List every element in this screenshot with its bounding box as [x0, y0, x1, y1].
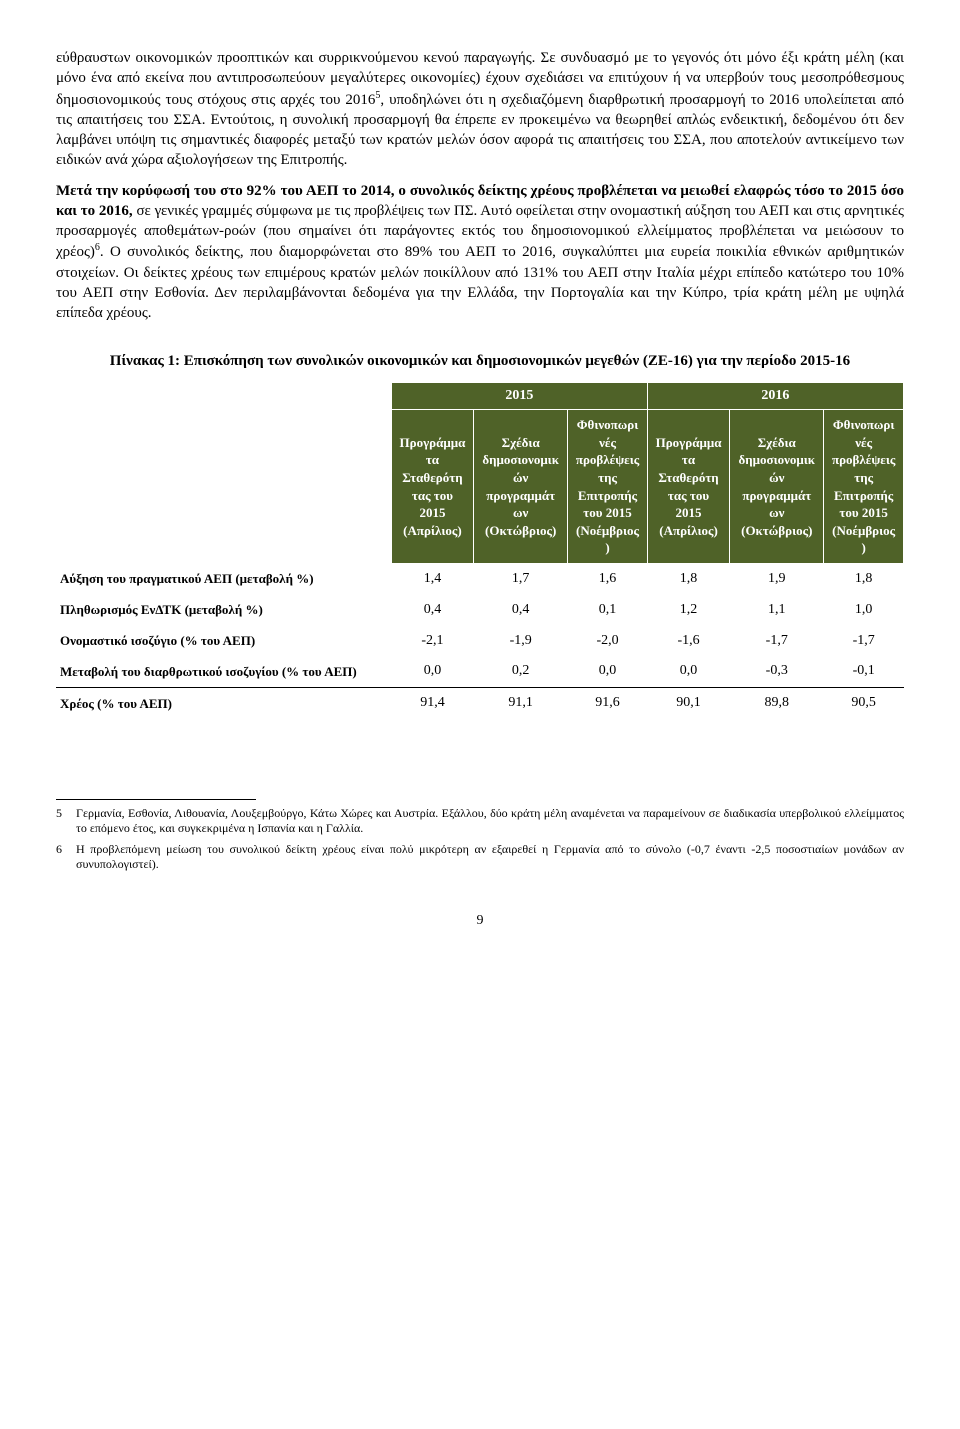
col-header-3: Φθινοπωρι νές προβλέψεις της Επιτροπής τ… — [568, 410, 648, 563]
cell: -1,9 — [474, 626, 568, 657]
col-header-6: Φθινοπωρι νές προβλέψεις της Επιτροπής τ… — [824, 410, 904, 563]
cell: 1,9 — [730, 563, 824, 594]
footnote-6-num: 6 — [56, 842, 76, 872]
cell: 0,4 — [391, 595, 473, 626]
cell: -2,1 — [391, 626, 473, 657]
paragraph-2: Μετά την κορύφωσή του στο 92% του ΑΕΠ το… — [56, 181, 904, 324]
footnote-5-text: Γερμανία, Εσθονία, Λιθουανία, Λουξεμβούρ… — [76, 806, 904, 836]
col-header-4: Προγράμμα τα Σταθερότη τας του 2015 (Απρ… — [647, 410, 729, 563]
footnote-6-text: Η προβλεπόμενη μείωση του συνολικού δείκ… — [76, 842, 904, 872]
col-header-2: Σχέδια δημοσιονομικ ών προγραμμάτ ων (Οκ… — [474, 410, 568, 563]
cell: -1,6 — [647, 626, 729, 657]
cell: 1,8 — [824, 563, 904, 594]
cell: 0,2 — [474, 656, 568, 687]
col-header-1: Προγράμμα τα Σταθερότη τας του 2015 (Απρ… — [391, 410, 473, 563]
data-table: 2015 2016 Προγράμμα τα Σταθερότη τας του… — [56, 382, 904, 720]
cell: 1,2 — [647, 595, 729, 626]
row-label-2: Πληθωρισμός ΕνΔΤΚ (μεταβολή %) — [56, 595, 391, 626]
cell: 1,4 — [391, 563, 473, 594]
cell: 89,8 — [730, 688, 824, 719]
cell: -2,0 — [568, 626, 648, 657]
row-label-3: Ονομαστικό ισοζύγιο (% του ΑΕΠ) — [56, 626, 391, 657]
cell: 90,5 — [824, 688, 904, 719]
cell: 1,7 — [474, 563, 568, 594]
cell: -1,7 — [824, 626, 904, 657]
col-header-5: Σχέδια δημοσιονομικ ών προγραμμάτ ων (Οκ… — [730, 410, 824, 563]
cell: 91,1 — [474, 688, 568, 719]
table-row: Χρέος (% του ΑΕΠ) 91,4 91,1 91,6 90,1 89… — [56, 688, 904, 719]
row-label-1: Αύξηση του πραγματικού ΑΕΠ (μεταβολή %) — [56, 563, 391, 594]
cell: 1,6 — [568, 563, 648, 594]
cell: 0,0 — [391, 656, 473, 687]
cell: 0,0 — [647, 656, 729, 687]
row-label-5: Χρέος (% του ΑΕΠ) — [56, 688, 391, 719]
page-number: 9 — [56, 912, 904, 931]
cell: 0,4 — [474, 595, 568, 626]
table-title: Πίνακας 1: Επισκόπηση των συνολικών οικο… — [56, 351, 904, 371]
footnote-6: 6 Η προβλεπόμενη μείωση του συνολικού δε… — [56, 842, 904, 872]
cell: -1,7 — [730, 626, 824, 657]
footnote-5-num: 5 — [56, 806, 76, 836]
cell: -0,1 — [824, 656, 904, 687]
table-row: Ονομαστικό ισοζύγιο (% του ΑΕΠ) -2,1 -1,… — [56, 626, 904, 657]
table-row: Μεταβολή του διαρθρωτικού ισοζυγίου (% τ… — [56, 656, 904, 687]
cell: 1,8 — [647, 563, 729, 594]
cell: 0,1 — [568, 595, 648, 626]
year-2015-header: 2015 — [391, 382, 647, 410]
cell: 1,1 — [730, 595, 824, 626]
para2-text-b: . Ο συνολικός δείκτης, που διαμορφώνεται… — [56, 244, 904, 321]
table-corner-blank — [56, 382, 391, 563]
paragraph-1: εύθραυστων οικονομικών προοπτικών και συ… — [56, 48, 904, 171]
row-label-4: Μεταβολή του διαρθρωτικού ισοζυγίου (% τ… — [56, 656, 391, 687]
footnote-5: 5 Γερμανία, Εσθονία, Λιθουανία, Λουξεμβο… — [56, 806, 904, 836]
cell: 91,6 — [568, 688, 648, 719]
cell: 91,4 — [391, 688, 473, 719]
cell: 1,0 — [824, 595, 904, 626]
cell: 0,0 — [568, 656, 648, 687]
footnote-separator — [56, 799, 256, 800]
year-2016-header: 2016 — [647, 382, 903, 410]
table-row: Πληθωρισμός ΕνΔΤΚ (μεταβολή %) 0,4 0,4 0… — [56, 595, 904, 626]
cell: 90,1 — [647, 688, 729, 719]
table-row: Αύξηση του πραγματικού ΑΕΠ (μεταβολή %) … — [56, 563, 904, 594]
cell: -0,3 — [730, 656, 824, 687]
